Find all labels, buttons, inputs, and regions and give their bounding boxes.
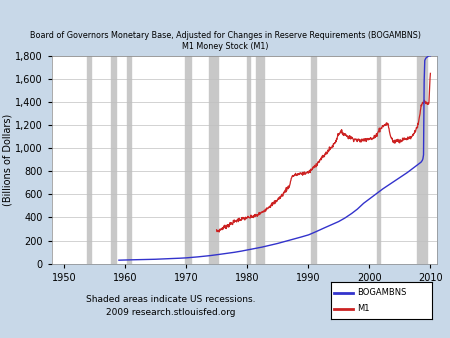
Bar <box>126 56 131 264</box>
Y-axis label: (Billions of Dollars): (Billions of Dollars) <box>2 114 12 206</box>
Bar <box>247 56 250 264</box>
Text: Shaded areas indicate US recessions.: Shaded areas indicate US recessions. <box>86 295 256 304</box>
Bar <box>417 56 428 264</box>
Text: BOGAMBNS: BOGAMBNS <box>357 288 406 297</box>
Bar <box>256 56 264 264</box>
Text: Board of Governors Monetary Base, Adjusted for Changes in Reserve Requirements (: Board of Governors Monetary Base, Adjust… <box>30 31 420 40</box>
Bar <box>209 56 218 264</box>
Bar <box>87 56 91 264</box>
Bar <box>111 56 116 264</box>
Bar <box>377 56 380 264</box>
Bar <box>311 56 316 264</box>
Text: M1: M1 <box>357 305 369 314</box>
Bar <box>184 56 191 264</box>
Text: M1 Money Stock (M1): M1 Money Stock (M1) <box>182 42 268 51</box>
Text: 2009 research.stlouisfed.org: 2009 research.stlouisfed.org <box>106 308 236 317</box>
